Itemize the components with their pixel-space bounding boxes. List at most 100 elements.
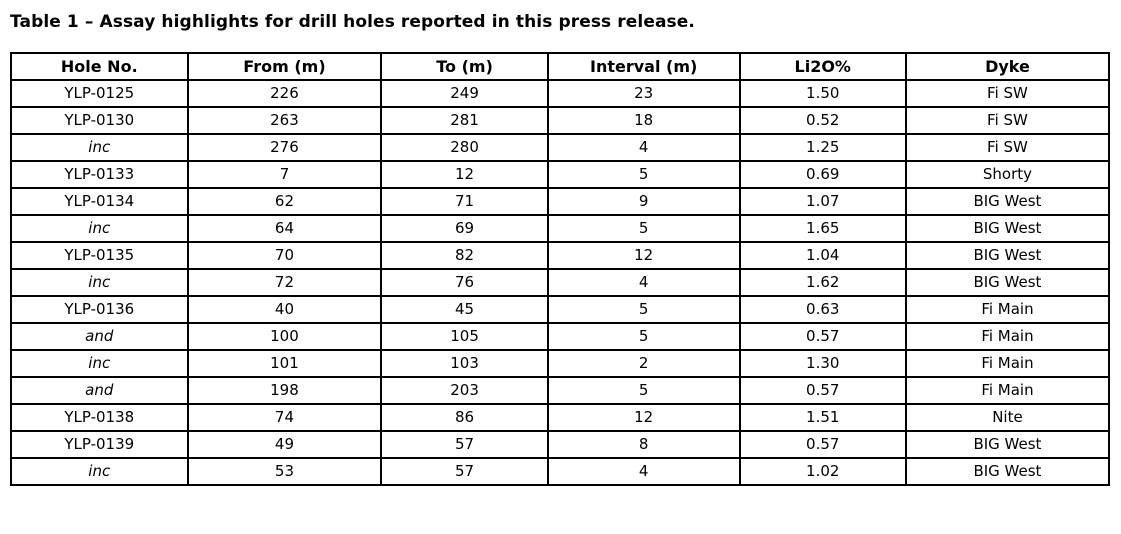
cell-from: 263 <box>186 106 383 135</box>
table-body: YLP-0125 226 249 23 1.50 Fi SW YLP-0130 … <box>10 79 1111 486</box>
cell-li2o: 1.51 <box>738 403 907 432</box>
cell-dyke: Fi SW <box>904 133 1111 162</box>
cell-li2o: 0.52 <box>738 106 907 135</box>
cell-hole-no: YLP-0139 <box>10 430 189 459</box>
table-row: YLP-0136 40 45 5 0.63 Fi Main <box>10 295 1111 324</box>
cell-hole-no: YLP-0136 <box>10 295 189 324</box>
cell-to: 57 <box>380 457 549 486</box>
header-li2o: Li2O% <box>738 52 907 81</box>
cell-interval: 5 <box>546 214 741 243</box>
cell-dyke: Fi Main <box>904 295 1111 324</box>
cell-to: 12 <box>380 160 549 189</box>
cell-from: 7 <box>186 160 383 189</box>
cell-hole-no: inc <box>10 214 189 243</box>
table-row: inc 53 57 4 1.02 BIG West <box>10 457 1111 486</box>
table-row: YLP-0134 62 71 9 1.07 BIG West <box>10 187 1111 216</box>
cell-hole-no: YLP-0138 <box>10 403 189 432</box>
cell-interval: 4 <box>546 133 741 162</box>
cell-dyke: Shorty <box>904 160 1111 189</box>
cell-from: 70 <box>186 241 383 270</box>
table-row: and 100 105 5 0.57 Fi Main <box>10 322 1111 351</box>
table-row: YLP-0139 49 57 8 0.57 BIG West <box>10 430 1111 459</box>
cell-to: 249 <box>380 79 549 108</box>
header-hole-no: Hole No. <box>10 52 189 81</box>
cell-from: 100 <box>186 322 383 351</box>
cell-dyke: Fi Main <box>904 376 1111 405</box>
cell-dyke: BIG West <box>904 268 1111 297</box>
cell-dyke: Fi Main <box>904 322 1111 351</box>
cell-dyke: BIG West <box>904 430 1111 459</box>
cell-hole-no: YLP-0125 <box>10 79 189 108</box>
header-from: From (m) <box>186 52 383 81</box>
cell-li2o: 1.50 <box>738 79 907 108</box>
cell-from: 276 <box>186 133 383 162</box>
cell-from: 64 <box>186 214 383 243</box>
cell-dyke: BIG West <box>904 457 1111 486</box>
header-interval: Interval (m) <box>546 52 741 81</box>
cell-interval: 5 <box>546 376 741 405</box>
cell-from: 74 <box>186 403 383 432</box>
cell-li2o: 1.65 <box>738 214 907 243</box>
table-row: YLP-0125 226 249 23 1.50 Fi SW <box>10 79 1111 108</box>
cell-to: 103 <box>380 349 549 378</box>
cell-interval: 9 <box>546 187 741 216</box>
cell-dyke: BIG West <box>904 187 1111 216</box>
cell-interval: 4 <box>546 268 741 297</box>
cell-li2o: 0.57 <box>738 322 907 351</box>
table-row: YLP-0138 74 86 12 1.51 Nite <box>10 403 1111 432</box>
cell-interval: 23 <box>546 79 741 108</box>
cell-li2o: 0.63 <box>738 295 907 324</box>
cell-to: 105 <box>380 322 549 351</box>
cell-from: 198 <box>186 376 383 405</box>
cell-dyke: Fi SW <box>904 79 1111 108</box>
cell-from: 49 <box>186 430 383 459</box>
cell-interval: 12 <box>546 403 741 432</box>
cell-hole-no: YLP-0134 <box>10 187 189 216</box>
cell-hole-no: inc <box>10 457 189 486</box>
cell-dyke: Nite <box>904 403 1111 432</box>
cell-hole-no: YLP-0130 <box>10 106 189 135</box>
header-to: To (m) <box>380 52 549 81</box>
cell-to: 82 <box>380 241 549 270</box>
cell-hole-no: and <box>10 322 189 351</box>
cell-to: 203 <box>380 376 549 405</box>
cell-hole-no: inc <box>10 349 189 378</box>
cell-li2o: 0.57 <box>738 430 907 459</box>
assay-highlights-table: Hole No. From (m) To (m) Interval (m) Li… <box>10 52 1111 486</box>
table-title: Table 1 – Assay highlights for drill hol… <box>10 12 695 32</box>
cell-to: 69 <box>380 214 549 243</box>
cell-from: 226 <box>186 79 383 108</box>
table-row: and 198 203 5 0.57 Fi Main <box>10 376 1111 405</box>
cell-from: 53 <box>186 457 383 486</box>
cell-li2o: 1.62 <box>738 268 907 297</box>
cell-interval: 8 <box>546 430 741 459</box>
cell-dyke: BIG West <box>904 214 1111 243</box>
table-row: YLP-0130 263 281 18 0.52 Fi SW <box>10 106 1111 135</box>
cell-hole-no: YLP-0135 <box>10 241 189 270</box>
cell-dyke: BIG West <box>904 241 1111 270</box>
cell-li2o: 1.02 <box>738 457 907 486</box>
cell-interval: 5 <box>546 160 741 189</box>
cell-li2o: 1.07 <box>738 187 907 216</box>
header-row: Hole No. From (m) To (m) Interval (m) Li… <box>10 52 1111 81</box>
cell-from: 72 <box>186 268 383 297</box>
cell-hole-no: inc <box>10 268 189 297</box>
table-row: YLP-0133 7 12 5 0.69 Shorty <box>10 160 1111 189</box>
cell-from: 40 <box>186 295 383 324</box>
cell-interval: 12 <box>546 241 741 270</box>
cell-interval: 4 <box>546 457 741 486</box>
cell-li2o: 1.25 <box>738 133 907 162</box>
cell-interval: 18 <box>546 106 741 135</box>
cell-hole-no: and <box>10 376 189 405</box>
cell-hole-no: inc <box>10 133 189 162</box>
cell-from: 62 <box>186 187 383 216</box>
cell-to: 76 <box>380 268 549 297</box>
table-row: inc 276 280 4 1.25 Fi SW <box>10 133 1111 162</box>
cell-dyke: Fi SW <box>904 106 1111 135</box>
table-row: inc 72 76 4 1.62 BIG West <box>10 268 1111 297</box>
table-row: inc 101 103 2 1.30 Fi Main <box>10 349 1111 378</box>
cell-li2o: 0.69 <box>738 160 907 189</box>
table-row: inc 64 69 5 1.65 BIG West <box>10 214 1111 243</box>
cell-to: 86 <box>380 403 549 432</box>
